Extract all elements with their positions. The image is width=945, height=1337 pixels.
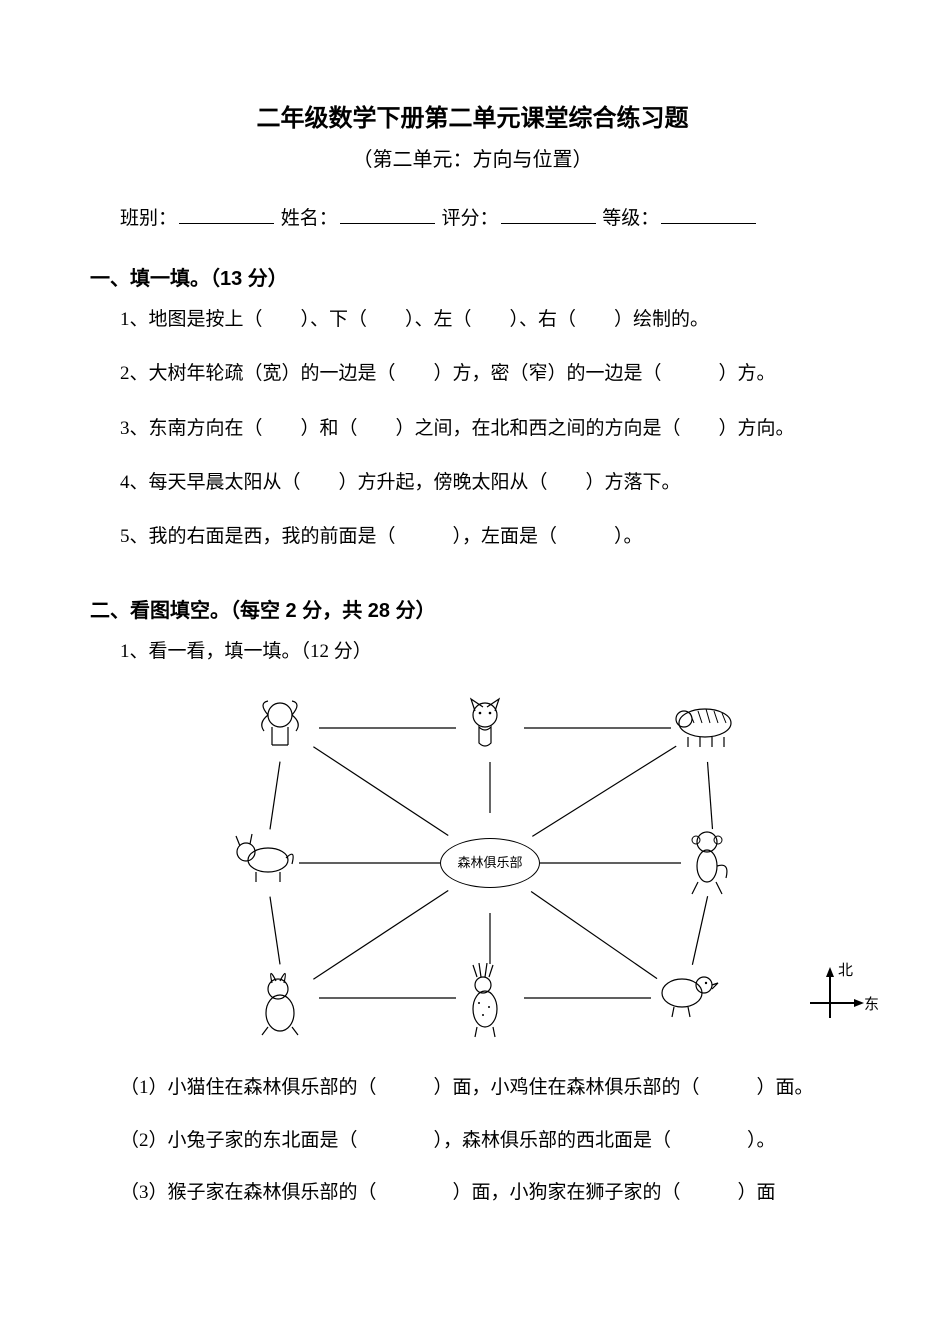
class-blank[interactable] [179, 205, 274, 224]
page-title: 二年级数学下册第二单元课堂综合练习题 [90, 100, 855, 138]
q2-3: （3）猴子家在森林俱乐部的（ ）面，小狗家在狮子家的（ ）面 [120, 1178, 855, 1208]
grade-blank[interactable] [661, 205, 756, 224]
q2-1: （1）小猫住在森林俱乐部的（ ）面，小鸡住在森林俱乐部的（ ）面。 [120, 1073, 855, 1103]
name-blank[interactable] [340, 205, 435, 224]
lion-icon [250, 693, 320, 763]
section2-sub: 1、看一看，填一填。（12 分） [120, 637, 855, 667]
class-label: 班别： [120, 208, 177, 229]
section2-heading: 二、看图填空。（每空 2 分，共 28 分） [90, 595, 855, 627]
deer-icon [455, 963, 525, 1033]
q1-4: 4、每天早晨太阳从（ ）方升起，傍晚太阳从（ ）方落下。 [120, 468, 855, 498]
name-label: 姓名： [281, 208, 338, 229]
grade-label: 等级： [602, 208, 659, 229]
tiger-icon [670, 693, 740, 763]
dog-icon [230, 828, 300, 898]
score-blank[interactable] [501, 205, 596, 224]
q1-3: 3、东南方向在（ ）和（ ）之间，在北和西之间的方向是（ ）方向。 [120, 414, 855, 444]
forest-club-diagram: 森林俱乐部 北 东 [210, 673, 770, 1053]
student-info-row: 班别： 姓名： 评分： 等级： [120, 204, 855, 234]
compass-north-label: 北 [838, 959, 853, 983]
cat-icon [455, 693, 525, 763]
page-subtitle: （第二单元：方向与位置） [90, 144, 855, 176]
q1-2: 2、大树年轮疏（宽）的一边是（ ）方，密（窄）的一边是（ ）方。 [120, 359, 855, 389]
q1-1: 1、地图是按上（ ）、下（ ）、左（ ）、右（ ）绘制的。 [120, 305, 855, 335]
hub-label: 森林俱乐部 [440, 838, 540, 888]
rabbit-icon [250, 963, 320, 1033]
compass-icon: 北 东 [800, 963, 880, 1033]
monkey-icon [680, 828, 750, 898]
section1-heading: 一、填一填。（13 分） [90, 263, 855, 295]
chick-icon [650, 963, 720, 1033]
q2-2: （2）小兔子家的东北面是（ ），森林俱乐部的西北面是（ ）。 [120, 1126, 855, 1156]
score-label: 评分： [442, 208, 499, 229]
compass-east-label: 东 [864, 993, 879, 1017]
q1-5: 5、我的右面是西，我的前面是（ ），左面是（ ）。 [120, 522, 855, 552]
